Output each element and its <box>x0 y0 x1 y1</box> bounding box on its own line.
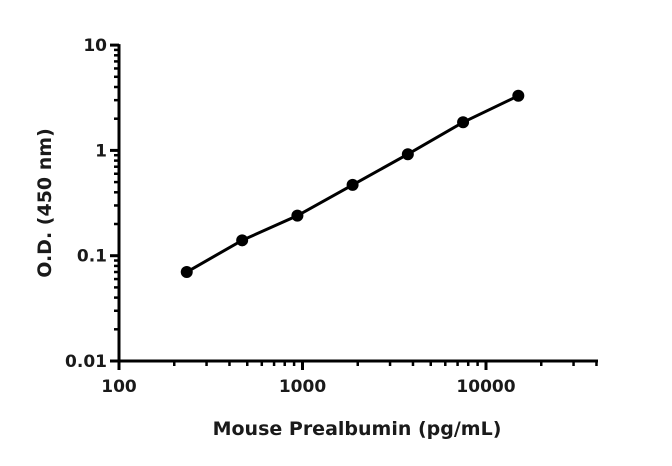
x-axis: 100 1000 10000 <box>101 359 598 397</box>
x-tick-label: 10000 <box>456 377 515 397</box>
x-axis-title: Mouse Prealbumin (pg/mL) <box>213 418 502 440</box>
y-tick-label: 0.1 <box>77 247 107 267</box>
data-point <box>291 209 304 222</box>
data-point <box>401 148 414 161</box>
data-point <box>457 116 470 129</box>
x-tick-label: 100 <box>101 377 137 397</box>
y-tick-label: 10 <box>83 36 107 56</box>
data-point <box>512 89 525 102</box>
data-point <box>236 234 249 247</box>
y-tick-label: 0.01 <box>65 352 107 372</box>
data-point <box>346 178 359 191</box>
data-series <box>180 89 525 279</box>
x-tick-label: 1000 <box>279 377 326 397</box>
y-tick-label: 1 <box>95 141 107 161</box>
data-point <box>180 266 193 279</box>
y-axis: 0.01 0.1 1 10 <box>65 36 121 372</box>
y-axis-title: O.D. (450 nm) <box>34 128 56 278</box>
